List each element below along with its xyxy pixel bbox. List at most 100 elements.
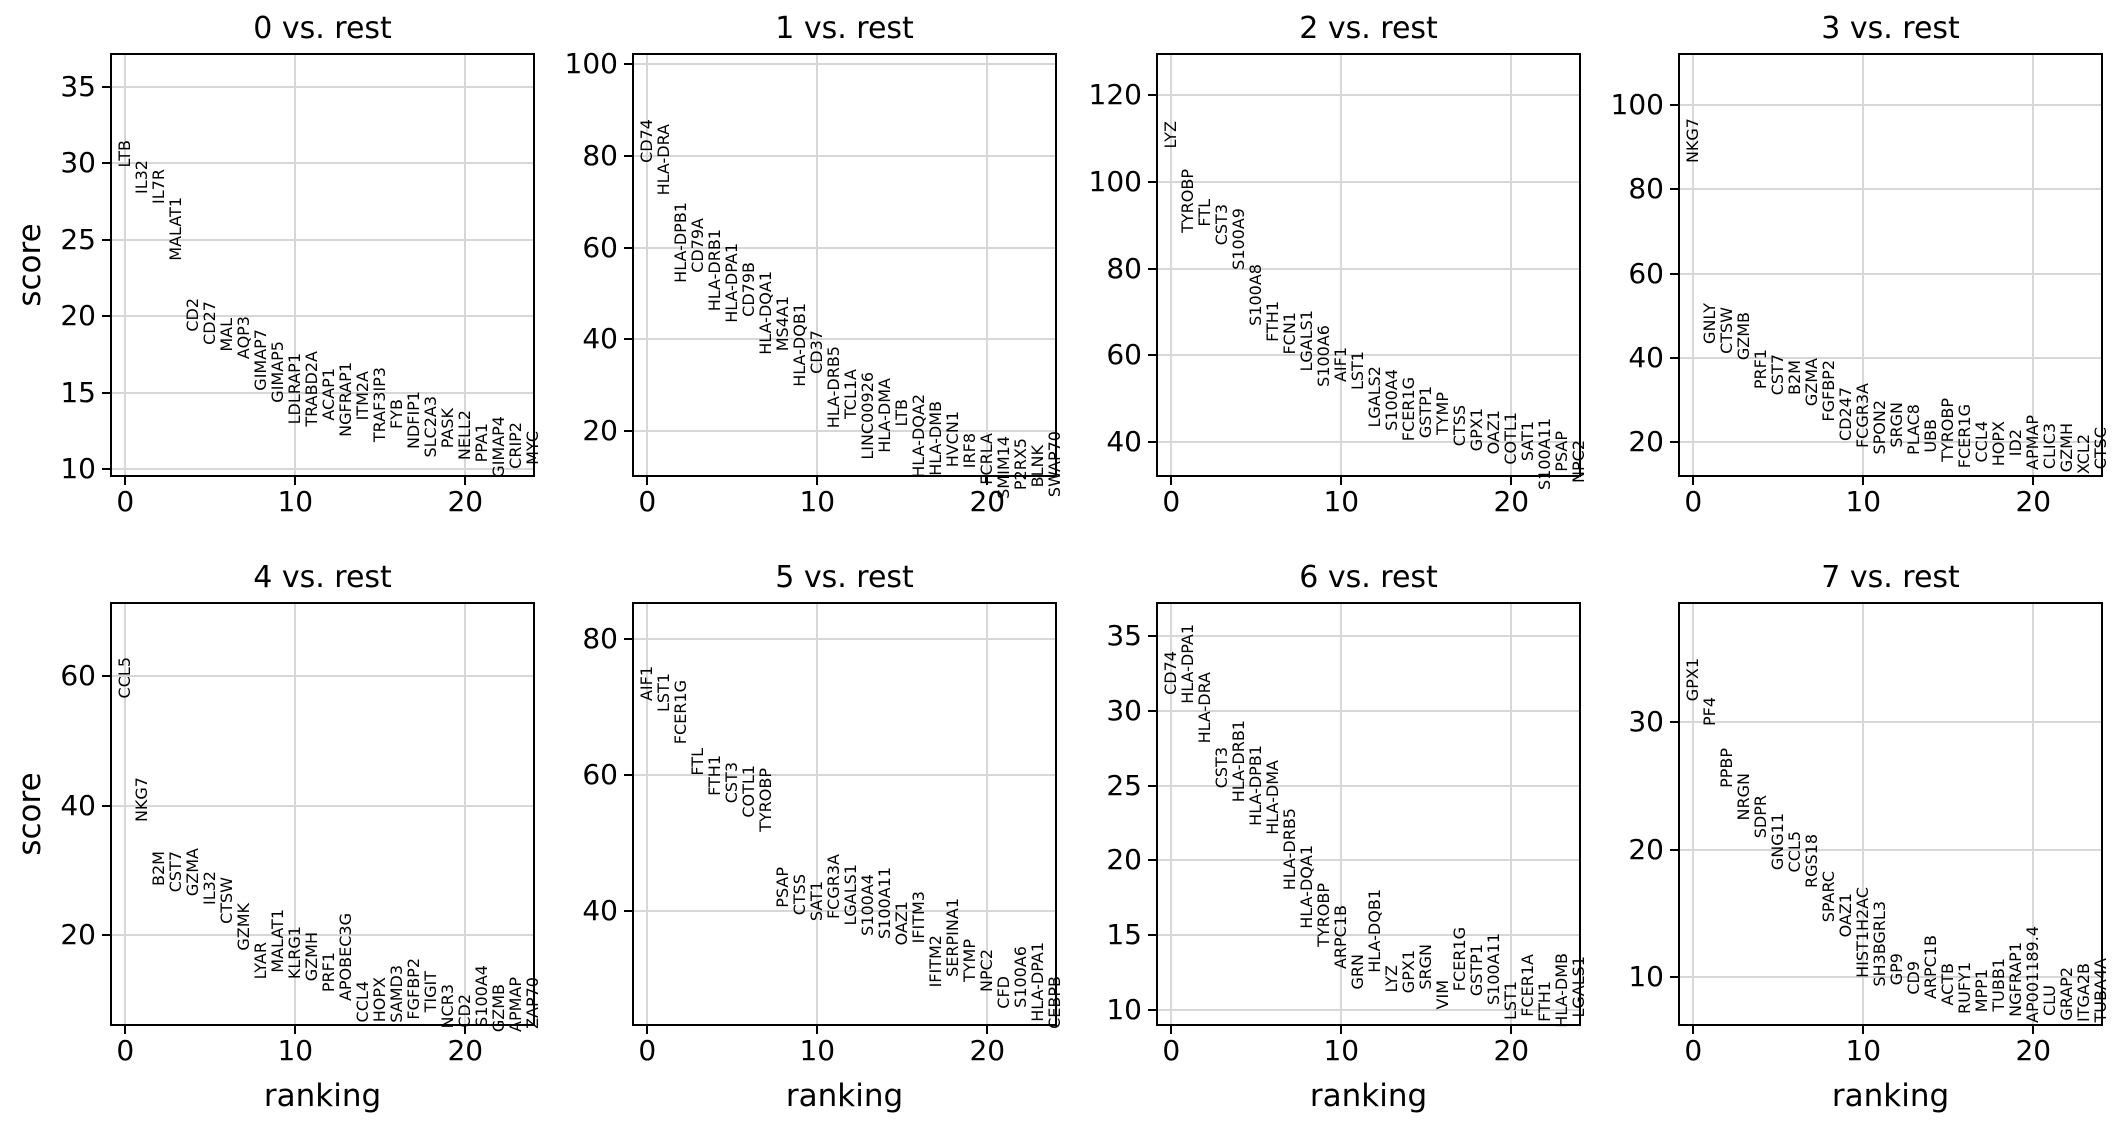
x-tick-mark bbox=[464, 477, 467, 485]
gene-label: HOPX bbox=[1989, 421, 2009, 467]
gene-label: PSAP bbox=[773, 867, 793, 908]
x-axis-label: ranking bbox=[1831, 1078, 1950, 1114]
gridline-y bbox=[632, 63, 1057, 66]
gene-label: FCER1G bbox=[671, 679, 691, 744]
gridline-y bbox=[1156, 1008, 1581, 1011]
gene-label: OAZ1 bbox=[1836, 893, 1856, 938]
gene-label: CRIP2 bbox=[506, 421, 526, 469]
gene-label: OAZ1 bbox=[1484, 409, 1504, 455]
x-tick-label: 0 bbox=[638, 1034, 657, 1067]
x-tick-mark bbox=[1510, 477, 1513, 485]
y-tick-mark bbox=[102, 238, 110, 241]
gene-label: FTL bbox=[1195, 199, 1215, 227]
gridline-y bbox=[1678, 976, 2103, 979]
gene-label: SPARC bbox=[1819, 871, 1839, 923]
gridline-y bbox=[1156, 267, 1581, 270]
y-tick-label: 30 bbox=[1628, 705, 1664, 739]
gene-label: NKG7 bbox=[1683, 117, 1703, 163]
gene-label: AQP3 bbox=[234, 316, 254, 360]
x-tick-mark bbox=[464, 1026, 467, 1034]
gene-label: TYROBP bbox=[1938, 397, 1958, 462]
y-tick-label: 20 bbox=[1628, 832, 1664, 866]
y-tick-mark bbox=[1148, 94, 1156, 97]
x-tick-mark bbox=[2032, 477, 2035, 485]
x-tick-mark bbox=[1170, 1026, 1173, 1034]
gene-label: CST7 bbox=[166, 851, 186, 893]
top-spine bbox=[110, 53, 535, 55]
right-spine bbox=[2101, 602, 2103, 1026]
gene-label: ACAP1 bbox=[319, 368, 339, 421]
gridline-y bbox=[1156, 354, 1581, 357]
gene-label: ITM2A bbox=[353, 371, 373, 421]
panel-title: 4 vs. rest bbox=[253, 560, 392, 595]
gene-label: KLRG1 bbox=[285, 925, 305, 979]
gene-label: FCGR3A bbox=[824, 853, 844, 919]
x-tick-label: 20 bbox=[2015, 1034, 2052, 1067]
y-tick-label: 60 bbox=[582, 230, 618, 264]
gene-label: GZMH bbox=[302, 932, 322, 982]
gene-label: MALAT1 bbox=[166, 196, 186, 261]
gene-label: PRF1 bbox=[319, 951, 339, 992]
gene-label: PLAC8 bbox=[1904, 404, 1924, 456]
gene-label: HLA-DRB5 bbox=[824, 346, 844, 429]
gene-label: SRGN bbox=[1887, 402, 1907, 448]
x-tick-label: 20 bbox=[447, 485, 484, 518]
gene-label: HLA-DQA1 bbox=[1297, 845, 1317, 930]
y-tick-label: 100 bbox=[1610, 88, 1664, 122]
gene-label: GIMAP7 bbox=[251, 328, 271, 391]
x-tick-label: 0 bbox=[1684, 485, 1703, 518]
gene-label: IL32 bbox=[200, 870, 220, 905]
panel-7-vs.-rest: 0 10 20 10 20 30 7 vs. rest GPX1 PF4 PPBP NRGN SDPR… bbox=[1628, 562, 2110, 1115]
bottom-spine bbox=[632, 475, 1057, 477]
gene-label: IFITM3 bbox=[909, 891, 929, 944]
gene-label: ACTB bbox=[1938, 963, 1958, 1006]
y-tick-mark bbox=[624, 774, 632, 777]
gene-label: HLA-DRB1 bbox=[1229, 719, 1249, 803]
y-tick-mark bbox=[102, 315, 110, 318]
gene-label: FCER1G bbox=[1955, 404, 1975, 469]
gene-label: S100A6 bbox=[1314, 325, 1334, 387]
y-tick-label: 80 bbox=[582, 621, 618, 655]
gene-label: FTH1 bbox=[1263, 301, 1283, 343]
gene-label: FTH1 bbox=[705, 754, 725, 796]
x-tick-mark bbox=[1692, 1026, 1695, 1034]
bottom-spine bbox=[110, 1024, 535, 1026]
panel-3-vs.-rest: 0 10 20 20 40 60 80 100 3 vs. rest NKG7 GNLY CTSW GZ… bbox=[1611, 13, 2111, 517]
gridline-x bbox=[816, 602, 819, 1026]
gene-label: LGALS1 bbox=[1297, 309, 1317, 372]
y-tick-label: 60 bbox=[60, 659, 96, 693]
x-axis-label: ranking bbox=[1309, 1078, 1428, 1114]
y-tick-mark bbox=[102, 468, 110, 471]
x-tick-label: 10 bbox=[799, 1034, 836, 1067]
gene-label: SH3BGRL3 bbox=[1870, 900, 1890, 987]
gene-label: SAT1 bbox=[1518, 420, 1538, 461]
gene-label: FCER1G bbox=[1450, 927, 1470, 992]
gene-label: FCER1G bbox=[1399, 377, 1419, 442]
gene-label: HOPX bbox=[370, 977, 390, 1023]
gene-label: HLA-DQA2 bbox=[909, 394, 929, 479]
y-tick-label: 100 bbox=[564, 47, 618, 81]
gridline-y bbox=[110, 675, 535, 678]
gene-label: MALAT1 bbox=[268, 909, 288, 974]
gridline-y bbox=[632, 155, 1057, 158]
gene-label: GNLY bbox=[1700, 303, 1720, 345]
gene-label: FCGR3A bbox=[1853, 383, 1873, 449]
gene-label: S100A4 bbox=[858, 873, 878, 936]
gene-label: APMAP bbox=[2023, 414, 2043, 470]
y-tick-label: 15 bbox=[60, 375, 96, 409]
y-tick-mark bbox=[1148, 635, 1156, 638]
left-spine bbox=[1678, 602, 1680, 1026]
gene-label: APOBEC3G bbox=[336, 912, 356, 1001]
gene-label: NDFIP1 bbox=[404, 391, 424, 450]
gene-label: PF4 bbox=[1700, 696, 1720, 726]
y-tick-mark bbox=[1670, 976, 1678, 979]
gridline-x bbox=[816, 53, 819, 477]
gene-label: GZMH bbox=[2057, 423, 2077, 473]
y-tick-label: 60 bbox=[1628, 256, 1664, 290]
y-tick-mark bbox=[102, 391, 110, 394]
gene-label: LGALS2 bbox=[1365, 366, 1385, 428]
gridline-y bbox=[632, 910, 1057, 913]
gene-label: MPP1 bbox=[1972, 968, 1992, 1012]
gridline-x bbox=[646, 53, 649, 477]
